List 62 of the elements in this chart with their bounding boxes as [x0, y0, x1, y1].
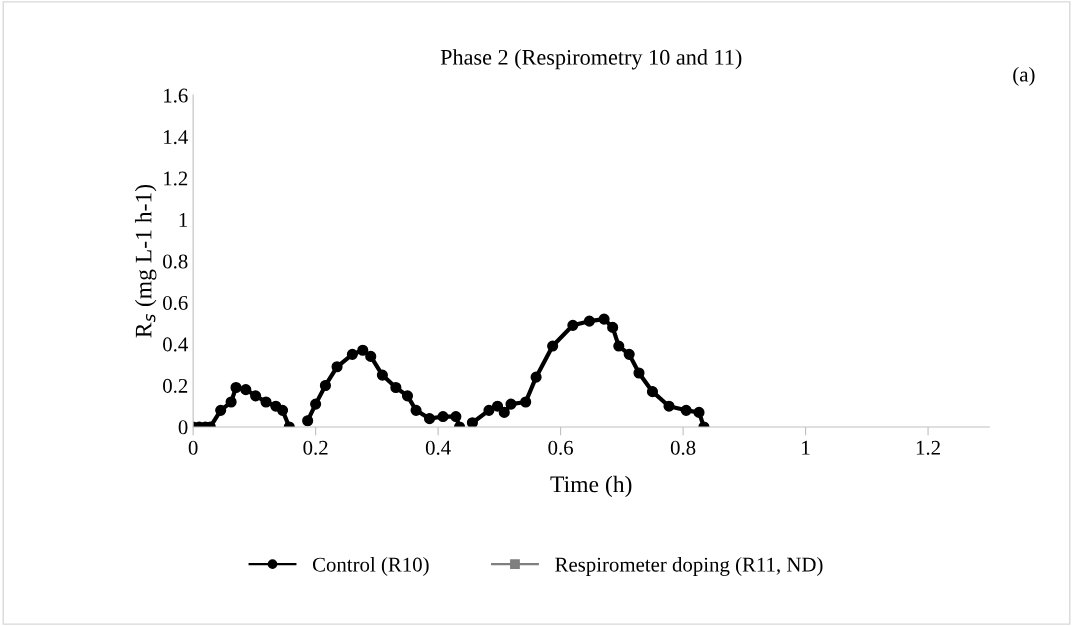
x-tick-label: 0.2: [303, 440, 328, 455]
point: [225, 396, 237, 408]
point: [260, 396, 272, 408]
y-tick-label: 0: [178, 420, 188, 435]
point: [663, 400, 675, 412]
point: [693, 406, 705, 418]
point: [483, 404, 495, 416]
y-tick-label: 1.6: [164, 88, 188, 103]
point: [520, 396, 532, 408]
point: [250, 390, 262, 402]
point: [583, 315, 595, 327]
x-tick-label: 0: [188, 440, 198, 455]
text: (a): [1013, 66, 1035, 86]
point: [401, 390, 414, 402]
point: [230, 381, 242, 394]
point: [646, 386, 659, 398]
x-tick-label: 1: [802, 440, 810, 455]
point: [450, 411, 462, 423]
point: [491, 400, 504, 412]
y-axis-title: R$_{s}$ (mg L-1 h-1): [134, 184, 157, 338]
y-tick-label: 0.4: [163, 337, 188, 352]
point: [598, 313, 610, 325]
y-tick-label: 0.2: [163, 378, 188, 393]
point: [410, 404, 422, 416]
point: [276, 404, 289, 416]
point: [547, 340, 559, 352]
point: [607, 321, 619, 333]
point: [302, 415, 314, 427]
x-tick-label: 0.6: [548, 440, 573, 455]
point: [319, 379, 331, 392]
y-tick-label: 1.4: [164, 130, 188, 145]
y-tick-label: 0.6: [163, 295, 188, 311]
point: [466, 417, 478, 427]
point: [310, 398, 322, 410]
point: [365, 350, 377, 362]
point: [390, 381, 402, 394]
point: [346, 348, 358, 360]
y-tick-label: 1.2: [164, 171, 188, 186]
legend-label: Respirometer doping (R11, ND): [555, 557, 823, 576]
point: [633, 367, 645, 379]
point: [437, 411, 449, 423]
x-tick-label: 1.2: [916, 440, 940, 455]
point: [240, 384, 252, 396]
point: [505, 398, 517, 410]
point: [215, 404, 227, 416]
x-axis-title: Time (h): [550, 475, 632, 498]
point: [680, 404, 692, 416]
x-tick-label: 0.4: [425, 440, 451, 455]
point: [423, 413, 436, 425]
y-tick-label: 0.8: [163, 254, 188, 269]
point: [530, 371, 542, 383]
point: [498, 406, 510, 418]
point: [376, 369, 388, 381]
y-tick-label: 1: [179, 213, 188, 227]
legend-label: Control (R10): [312, 557, 429, 576]
point: [331, 361, 343, 373]
point: [567, 319, 579, 331]
chart-title: Phase 2 (Respirometry 10 and 11): [440, 49, 742, 70]
point: [357, 344, 369, 356]
point: [623, 348, 635, 360]
x-tick-label: 0.8: [670, 440, 696, 455]
point: [613, 340, 625, 352]
